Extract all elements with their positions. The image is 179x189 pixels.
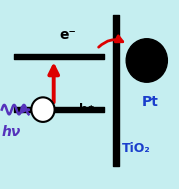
Text: e⁻: e⁻ bbox=[60, 28, 76, 42]
Text: Pt: Pt bbox=[142, 94, 159, 108]
Circle shape bbox=[126, 39, 167, 82]
Text: h⁺: h⁺ bbox=[79, 103, 94, 116]
Circle shape bbox=[31, 97, 55, 122]
Text: TiO₂: TiO₂ bbox=[122, 142, 150, 155]
Text: hν: hν bbox=[2, 125, 21, 139]
